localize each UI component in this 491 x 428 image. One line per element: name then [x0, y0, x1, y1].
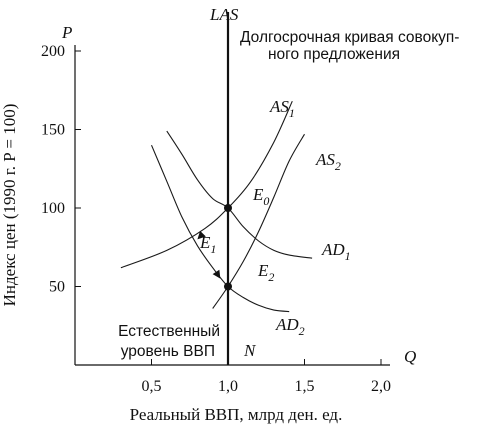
- x-ticks: 0,5 1,0 1,5 2,0: [142, 359, 391, 395]
- x-tick-label: 0,5: [142, 378, 162, 395]
- las-note-line2: ного предложения: [268, 46, 400, 63]
- curves: [120, 100, 313, 313]
- y-axis-symbol: P: [61, 23, 72, 42]
- point-e0: [224, 204, 232, 212]
- y-tick-label: 50: [49, 279, 65, 296]
- point-label-e2: E2: [257, 261, 274, 284]
- curve-labels: AS1 AS2 AD1 AD2: [269, 97, 351, 338]
- y-axis-label: Индекс цен (1990 г. P = 100): [0, 104, 19, 307]
- curve-ad1: [166, 130, 313, 259]
- curve-label-ad1: AD1: [321, 240, 351, 263]
- curve-label-ad2: AD2: [275, 315, 305, 338]
- curve-ad2: [150, 144, 290, 313]
- natural-gdp-line2: уровень ВВП: [121, 343, 215, 360]
- x-axis-symbol: Q: [404, 347, 416, 366]
- curve-label-as2: AS2: [315, 150, 341, 173]
- y-tick-label: 200: [41, 43, 65, 60]
- arrow-on-ad2: [212, 269, 221, 279]
- curve-as2: [212, 133, 305, 309]
- y-tick-label: 150: [41, 122, 65, 139]
- n-label: N: [243, 341, 257, 360]
- arrow-on-as1: [197, 230, 206, 240]
- x-tick-label: 2,0: [371, 378, 391, 395]
- x-axis-label: Реальный ВВП, млрд ден. ед.: [130, 405, 343, 424]
- point-e2: [224, 282, 232, 291]
- arrows: [197, 230, 221, 279]
- natural-gdp-line1: Естественный: [118, 323, 220, 340]
- y-tick-label: 100: [41, 200, 65, 217]
- y-ticks: 200 150 100 50: [41, 43, 81, 296]
- curve-label-as1: AS1: [269, 97, 295, 120]
- x-tick-label: 1,0: [218, 378, 238, 395]
- x-tick-label: 1,5: [295, 378, 315, 395]
- las-note-line1: Долгосрочная кривая совокуп-: [240, 29, 459, 46]
- point-label-e0: E0: [252, 185, 269, 208]
- las-label: LAS: [209, 5, 239, 24]
